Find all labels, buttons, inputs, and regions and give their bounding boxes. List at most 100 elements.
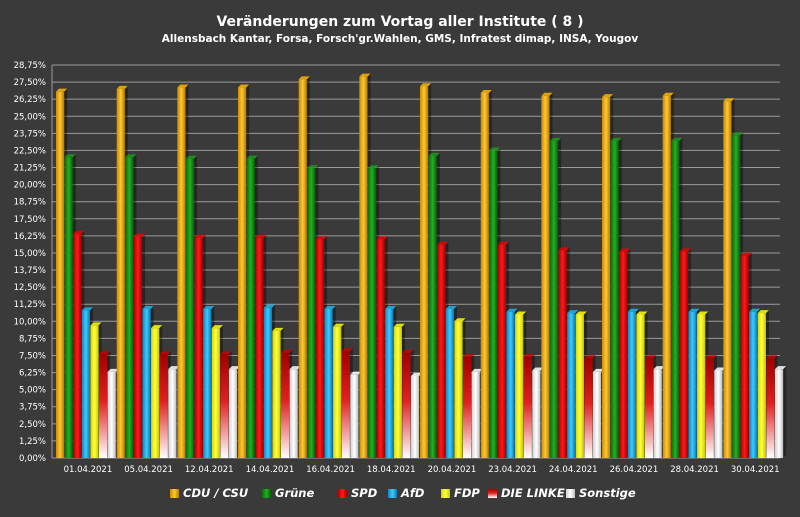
bar-top: [307, 165, 319, 169]
bar: [151, 328, 160, 458]
bar-top: [211, 325, 223, 329]
bar-top: [246, 155, 258, 159]
bar-top: [497, 241, 510, 245]
bar-top: [255, 234, 267, 238]
bar: [116, 88, 125, 458]
bar-top: [289, 366, 301, 370]
y-tick-label: 2,50%: [19, 420, 46, 430]
y-tick-label: 10,00%: [14, 317, 46, 327]
bar-top: [567, 310, 579, 314]
bar: [532, 370, 541, 458]
bar-top: [532, 367, 544, 371]
bar: [445, 309, 454, 458]
bar-top: [740, 252, 752, 256]
y-tick-label: 6,25%: [19, 369, 46, 379]
bar-top: [90, 322, 102, 326]
bar: [125, 157, 134, 458]
bar-top: [662, 92, 674, 96]
bar-top: [480, 90, 492, 94]
y-tick-label: 13,75%: [14, 266, 46, 276]
bar-top: [723, 98, 735, 102]
bar: [238, 87, 247, 458]
y-tick-label: 21,25%: [14, 164, 46, 174]
bar: [740, 255, 749, 458]
bar-top: [523, 353, 535, 357]
bar: [541, 95, 550, 458]
bar: [592, 371, 602, 458]
x-tick-label: 26.04.2021: [610, 465, 659, 475]
y-tick-label: 3,75%: [19, 403, 46, 413]
bar-top: [81, 307, 93, 311]
bar-top: [653, 366, 665, 370]
bar: [203, 309, 212, 458]
bar: [298, 79, 307, 459]
y-tick-label: 12,50%: [14, 283, 46, 293]
bar: [627, 311, 636, 458]
y-tick-label: 20,00%: [14, 181, 46, 191]
bar-top: [367, 165, 380, 169]
y-tick-label: 5,00%: [19, 386, 46, 396]
bar: [410, 375, 420, 458]
bar-top: [619, 248, 631, 252]
bar: [133, 236, 143, 458]
bar: [402, 352, 411, 458]
bar-top: [333, 323, 345, 327]
bar: [549, 140, 559, 458]
y-tick-label: 23,75%: [14, 129, 46, 139]
bar: [697, 314, 706, 458]
legend-label: DIE LINKE: [501, 486, 565, 500]
bar-top: [749, 308, 761, 312]
bar-top: [376, 236, 388, 240]
bar-top: [133, 233, 146, 237]
bar-top: [159, 351, 171, 355]
bar-top: [714, 367, 726, 371]
bar: [168, 369, 177, 458]
x-tick-label: 12.04.2021: [185, 465, 234, 475]
bar-top: [238, 84, 250, 88]
bar-top: [73, 230, 85, 234]
bar-top: [420, 83, 432, 87]
legend-label: Grüne: [275, 486, 314, 500]
bar: [636, 314, 645, 458]
bar: [289, 369, 298, 458]
chart-subtitle: Allensbach Kantar, Forsa, Forsch'gr.Wahl…: [162, 33, 639, 45]
bar-top: [705, 355, 717, 359]
bar-top: [602, 94, 614, 98]
legend: CDU / CSU Grüne SPD AfD FDP DIE LINKE Sonstige: [170, 486, 636, 500]
bar-top: [263, 304, 275, 308]
legend-label: SPD: [351, 486, 378, 500]
bar: [645, 358, 654, 458]
bar-top: [341, 348, 353, 352]
y-tick-label: 16,25%: [14, 232, 46, 242]
bar: [705, 358, 714, 458]
bar: [428, 155, 437, 459]
y-tick-label: 17,50%: [14, 215, 46, 225]
bar-top: [645, 355, 657, 359]
x-tick-label: 16.04.2021: [306, 465, 355, 475]
y-axis-ticks: 0,00% 1,25% 2,50% 3,75% 5,00% 6,25% 7,50% 8,75%…: [14, 61, 46, 464]
legend-swatch: [262, 489, 271, 498]
bar-top: [410, 372, 423, 376]
bar-top: [757, 310, 769, 314]
bar: [653, 369, 662, 458]
bar: [558, 250, 567, 458]
bar: [56, 91, 65, 459]
bar-top: [116, 85, 128, 89]
bar-top: [99, 351, 111, 355]
bar-top: [558, 247, 570, 251]
bar-top: [437, 241, 449, 245]
bar: [246, 158, 255, 458]
bar-top: [272, 327, 284, 331]
bar: [515, 314, 524, 458]
bar: [480, 93, 489, 458]
bar-top: [454, 318, 466, 322]
bar-top: [107, 368, 119, 372]
bar: [671, 140, 680, 458]
bar-top: [592, 368, 605, 372]
bar: [757, 313, 766, 458]
bar: [584, 358, 593, 458]
y-tick-label: 25,00%: [14, 112, 46, 122]
bar-top: [228, 366, 241, 370]
bar: [506, 311, 515, 458]
bar-top: [385, 306, 397, 310]
